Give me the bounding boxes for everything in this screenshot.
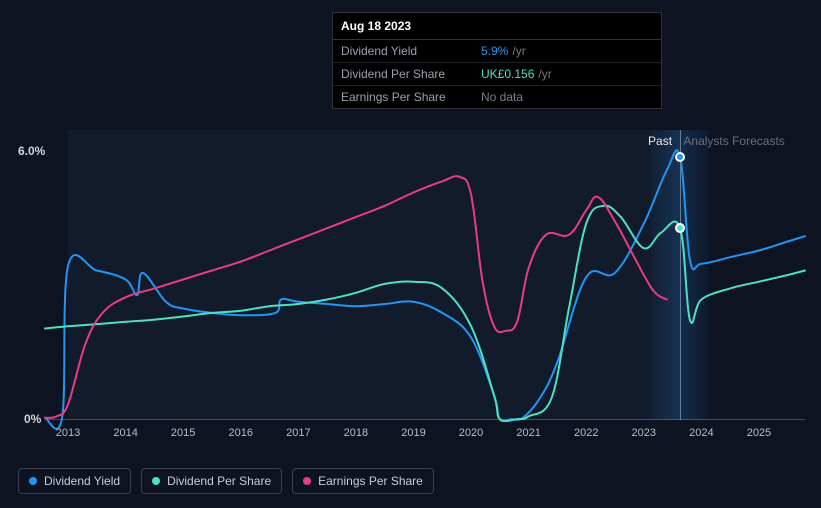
hover-marker-dividend_per_share bbox=[675, 223, 685, 233]
x-tick-label: 2016 bbox=[229, 427, 253, 439]
hover-tooltip: Aug 18 2023 Dividend Yield5.9%/yrDividen… bbox=[332, 12, 662, 109]
legend: Dividend Yield Dividend Per Share Earnings… bbox=[18, 468, 434, 494]
past-label: Past bbox=[648, 134, 672, 148]
tooltip-value: No data bbox=[481, 90, 523, 104]
hover-marker-dividend_yield bbox=[675, 152, 685, 162]
x-tick-label: 2015 bbox=[171, 427, 195, 439]
legend-label: Earnings Per Share bbox=[318, 474, 423, 488]
dividend-chart: 6.0% 0% 2013 2014 2015 2016 2017 2018 2019 2020… bbox=[0, 0, 821, 508]
legend-label: Dividend Per Share bbox=[167, 474, 271, 488]
forecasts-label: Analysts Forecasts bbox=[683, 134, 784, 148]
legend-dot-icon bbox=[303, 477, 311, 485]
x-tick-label: 2020 bbox=[459, 427, 483, 439]
x-tick-label: 2013 bbox=[56, 427, 80, 439]
tooltip-value: UK£0.156 bbox=[481, 67, 534, 81]
y-tick-max: 6.0% bbox=[18, 144, 45, 158]
tooltip-rows: Dividend Yield5.9%/yrDividend Per ShareU… bbox=[333, 40, 661, 108]
tooltip-key: Dividend Per Share bbox=[341, 67, 481, 81]
x-tick-label: 2017 bbox=[286, 427, 310, 439]
x-axis-labels: 2013 2014 2015 2016 2017 2018 2019 2020 2021 2022… bbox=[45, 427, 805, 447]
tooltip-value: 5.9% bbox=[481, 44, 508, 58]
legend-item-earnings_per_share[interactable]: Earnings Per Share bbox=[292, 468, 434, 494]
legend-item-dividend_per_share[interactable]: Dividend Per Share bbox=[141, 468, 282, 494]
x-tick-label: 2019 bbox=[401, 427, 425, 439]
tooltip-row: Dividend Per ShareUK£0.156/yr bbox=[333, 63, 661, 86]
x-tick-label: 2024 bbox=[689, 427, 713, 439]
tooltip-date: Aug 18 2023 bbox=[333, 13, 661, 40]
tooltip-key: Earnings Per Share bbox=[341, 90, 481, 104]
y-tick-zero: 0% bbox=[24, 412, 41, 426]
legend-dot-icon bbox=[29, 477, 37, 485]
x-tick-label: 2025 bbox=[747, 427, 771, 439]
series-svg bbox=[45, 130, 805, 420]
series-earnings_per_share bbox=[45, 176, 667, 418]
x-tick-label: 2023 bbox=[632, 427, 656, 439]
tooltip-row: Earnings Per ShareNo data bbox=[333, 86, 661, 108]
x-tick-label: 2014 bbox=[113, 427, 137, 439]
legend-item-dividend_yield[interactable]: Dividend Yield bbox=[18, 468, 131, 494]
tooltip-row: Dividend Yield5.9% /yr bbox=[333, 40, 661, 63]
series-dividend_yield bbox=[45, 150, 805, 429]
tooltip-key: Dividend Yield bbox=[341, 44, 481, 58]
x-tick-label: 2018 bbox=[344, 427, 368, 439]
x-tick-label: 2021 bbox=[516, 427, 540, 439]
series-dividend_per_share bbox=[45, 206, 805, 422]
past-future-labels: Past Analysts Forecasts bbox=[648, 134, 785, 148]
x-tick-label: 2022 bbox=[574, 427, 598, 439]
legend-dot-icon bbox=[152, 477, 160, 485]
tooltip-unit: /yr bbox=[538, 67, 551, 81]
plot-area[interactable] bbox=[45, 130, 805, 420]
tooltip-unit: /yr bbox=[512, 44, 525, 58]
legend-label: Dividend Yield bbox=[44, 474, 120, 488]
